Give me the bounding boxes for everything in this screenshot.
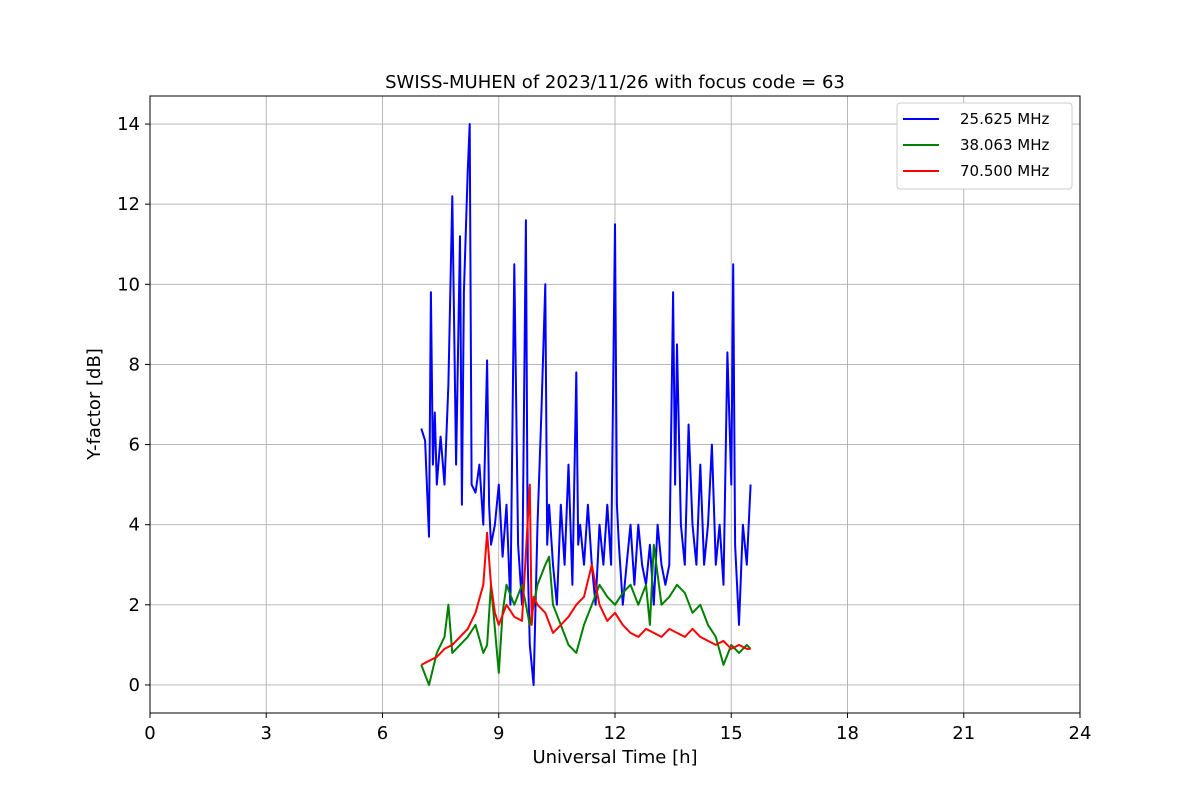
legend-label-series-2: 70.500 MHz bbox=[960, 162, 1049, 180]
y-tick-label: 0 bbox=[129, 675, 140, 696]
y-tick-label: 2 bbox=[129, 595, 140, 616]
legend-box bbox=[896, 102, 1073, 190]
x-tick-label: 6 bbox=[377, 723, 388, 744]
y-axis: 0 2 4 6 8 10 12 14 bbox=[117, 114, 150, 696]
x-tick-label: 12 bbox=[604, 723, 627, 744]
x-tick-label: 0 bbox=[144, 723, 155, 744]
x-axis-label: Universal Time [h] bbox=[532, 747, 697, 768]
x-tick-label: 21 bbox=[952, 723, 975, 744]
y-tick-label: 10 bbox=[117, 274, 140, 295]
legend: 25.625 MHz 38.063 MHz 70.500 MHz bbox=[896, 102, 1073, 190]
series-line-2 bbox=[420, 483, 751, 666]
y-tick-label: 12 bbox=[117, 194, 140, 215]
series-line-1 bbox=[420, 543, 752, 686]
legend-label-series-1: 38.063 MHz bbox=[960, 136, 1049, 154]
series-layer bbox=[420, 123, 752, 686]
y-axis-label: Y-factor [dB] bbox=[84, 348, 105, 461]
y-tick-label: 8 bbox=[129, 354, 140, 375]
x-axis: 0 3 6 9 12 15 18 21 24 bbox=[144, 713, 1091, 744]
x-tick-label: 15 bbox=[720, 723, 743, 744]
y-tick-label: 6 bbox=[129, 435, 140, 456]
x-tick-label: 18 bbox=[836, 723, 859, 744]
y-tick-label: 4 bbox=[129, 515, 140, 536]
y-tick-label: 14 bbox=[117, 114, 140, 135]
x-tick-label: 3 bbox=[261, 723, 272, 744]
series-line-0 bbox=[420, 123, 752, 686]
x-tick-label: 24 bbox=[1069, 723, 1092, 744]
x-tick-label: 9 bbox=[493, 723, 504, 744]
chart-title: SWISS-MUHEN of 2023/11/26 with focus cod… bbox=[385, 72, 845, 93]
legend-label-series-0: 25.625 MHz bbox=[960, 110, 1049, 128]
